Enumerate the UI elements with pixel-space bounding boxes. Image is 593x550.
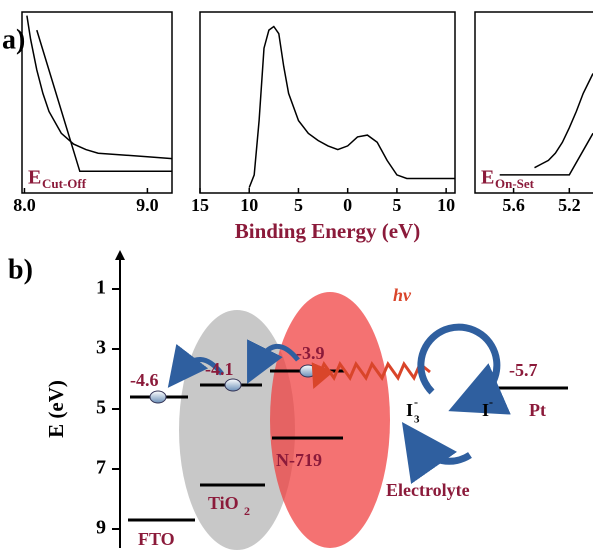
spectrum-line — [26, 15, 173, 160]
dye-label: N-719 — [276, 450, 322, 470]
level-label: -5.7 — [509, 360, 538, 380]
electron — [299, 364, 317, 378]
spectrum-line — [36, 29, 172, 173]
light-wave — [311, 360, 431, 390]
electron — [149, 390, 167, 404]
ion-label: I — [406, 400, 413, 420]
electrolyte-label: Electrolyte — [386, 480, 470, 500]
spectrum-line — [534, 73, 593, 169]
y-tick-label: 5 — [96, 397, 106, 419]
x-tick-label: 10 — [437, 195, 455, 215]
dye-region — [270, 292, 390, 548]
ion-label: I — [482, 400, 489, 420]
ion-subscript: 3 — [414, 414, 420, 426]
tio2-subscript: 2 — [244, 504, 250, 518]
x-tick-label: 0 — [343, 195, 352, 215]
spectrum-line — [499, 132, 593, 176]
x-tick-label: 15 — [191, 195, 209, 215]
x-tick-label: 10 — [240, 195, 258, 215]
y-axis-label: E (eV) — [44, 380, 68, 438]
x-tick-label: 9.0 — [136, 195, 159, 215]
transfer-arrow — [167, 343, 224, 388]
redox-arrow — [417, 323, 511, 415]
plot-frame — [199, 11, 456, 194]
x-tick-label: 5 — [294, 195, 303, 215]
x-tick-label: 5.6 — [502, 195, 525, 215]
panel-label: b) — [8, 254, 33, 285]
y-tick-label: 1 — [96, 277, 106, 299]
axis-arrow — [115, 250, 125, 260]
y-tick-label: 9 — [96, 517, 106, 539]
panel-label: a) — [2, 24, 25, 55]
y-tick-label: 3 — [96, 337, 106, 359]
x-tick-label: 5 — [392, 195, 401, 215]
annotation: E — [28, 167, 41, 189]
light-label: hν — [393, 285, 412, 305]
level-label: -4.6 — [130, 370, 159, 390]
electron — [224, 378, 242, 392]
redox-arrow — [401, 422, 472, 484]
level-label: -4.1 — [205, 359, 234, 379]
energy-levels — [128, 369, 568, 522]
plot-frame — [474, 11, 593, 194]
pt-label: Pt — [529, 400, 546, 420]
level-label: -3.9 — [296, 343, 325, 363]
fto-label: FTO — [138, 529, 175, 549]
ion-superscript: - — [414, 395, 418, 409]
x-tick-label: 5.2 — [558, 195, 581, 215]
annotation-subscript: On-Set — [495, 176, 535, 191]
plot-frame — [21, 11, 173, 194]
tio2-label: TiO — [208, 493, 239, 513]
transfer-arrow — [247, 339, 300, 384]
x-tick-label: 8.0 — [13, 195, 36, 215]
ion-superscript: - — [489, 395, 493, 409]
spectrum-line — [248, 25, 455, 188]
annotation: E — [481, 167, 494, 189]
y-tick-label: 7 — [96, 457, 106, 479]
annotation-subscript: Cut-Off — [42, 176, 87, 191]
x-axis-label: Binding Energy (eV) — [235, 219, 421, 243]
